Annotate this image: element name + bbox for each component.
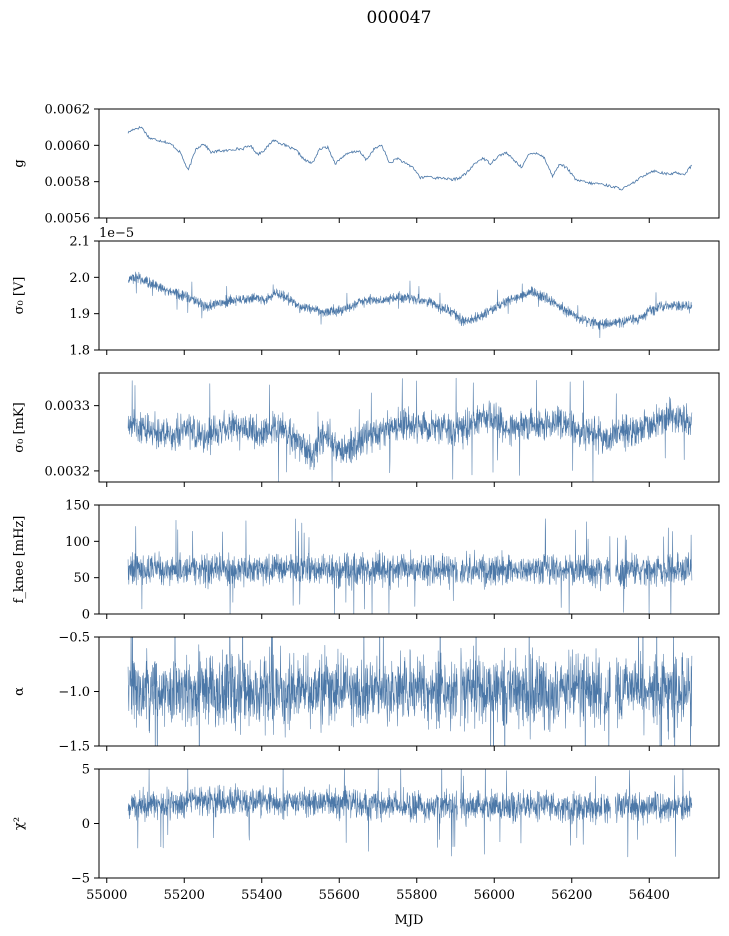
y-tick-label: 0.0033 (45, 399, 91, 414)
y-tick-label: 1.9 (69, 307, 90, 322)
y-tick-label: 2.1 (69, 235, 90, 250)
axes-frame (98, 504, 720, 615)
axes-frame (98, 240, 720, 351)
y-tick-label: 50 (73, 571, 90, 586)
y-tick-label: 2.0 (69, 271, 90, 286)
data-series (127, 637, 693, 746)
axes-frame (98, 768, 720, 879)
y-tick-label: −5 (71, 872, 90, 887)
x-tick-label: 55200 (164, 888, 205, 903)
axes-frame (98, 372, 720, 483)
series-band (128, 271, 693, 338)
y-tick-label: 100 (65, 535, 90, 550)
subplot-6: −5 0 5 55000 55200 55400 55600 55800 56000 56200 5… (12, 763, 720, 928)
y-axis-label: σ₀ [mK] (12, 402, 27, 452)
y-tick-label: 1.8 (69, 344, 90, 359)
y-tick-label: −1.5 (58, 740, 90, 755)
series-band (127, 637, 693, 746)
y-tick-label: 0.0062 (45, 103, 91, 118)
y-axis-label: σ₀ [V] (12, 277, 27, 315)
y-offset-label: 1e−5 (99, 226, 134, 241)
y-tick-label: 0.0060 (45, 139, 91, 154)
x-axis-label: MJD (395, 913, 424, 928)
y-tick-label: −1.0 (58, 685, 90, 700)
y-axis-label: g (12, 159, 27, 167)
x-tick-label: 55800 (396, 888, 437, 903)
subplot-2: 1.8 1.9 2.0 2.1 σ₀ [V] 1e−5 (12, 226, 720, 359)
data-series (127, 518, 693, 614)
y-tick-label: 150 (65, 499, 90, 514)
series-band (127, 518, 693, 614)
subplot-1: 0.0056 0.0058 0.0060 0.0062 g (12, 103, 720, 227)
subplot-3: 0.0032 0.0033 σ₀ [mK] (12, 372, 720, 487)
x-tick-label: 55400 (241, 888, 282, 903)
y-tick-label: 0 (82, 817, 90, 832)
data-series (127, 769, 693, 858)
y-tick-label: 5 (82, 763, 90, 778)
data-series (127, 125, 692, 191)
x-tick-label: 56400 (629, 888, 670, 903)
x-tick-label: 55600 (319, 888, 360, 903)
y-tick-label: −0.5 (58, 631, 90, 646)
y-axis-label: χ² (12, 817, 27, 830)
subplot-4: 0 50 100 150 f_knee [mHz] (12, 499, 720, 623)
x-tick-label: 56200 (551, 888, 592, 903)
series-band (127, 377, 693, 482)
data-series (128, 271, 693, 338)
series-band (127, 769, 693, 858)
y-tick-label: 0.0032 (45, 464, 91, 479)
data-series (127, 377, 693, 482)
y-axis-label: f_knee [mHz] (12, 516, 27, 604)
y-axis-label: α (12, 687, 27, 696)
subplot-5: −1.5 −1.0 −0.5 α (12, 631, 720, 755)
figure-title: 000047 (367, 8, 432, 28)
x-tick-label: 55000 (86, 888, 127, 903)
y-tick-label: 0 (82, 608, 90, 623)
y-tick-label: 0.0058 (45, 175, 91, 190)
y-tick-label: 0.0056 (45, 212, 91, 227)
axes-frame (98, 108, 720, 219)
x-tick-label: 56000 (474, 888, 515, 903)
subplot-stack: 0.0056 0.0058 0.0060 0.0062 g 1.8 1.9 2.0 2.1 σ₀ … (12, 103, 720, 928)
series-line (127, 125, 692, 191)
